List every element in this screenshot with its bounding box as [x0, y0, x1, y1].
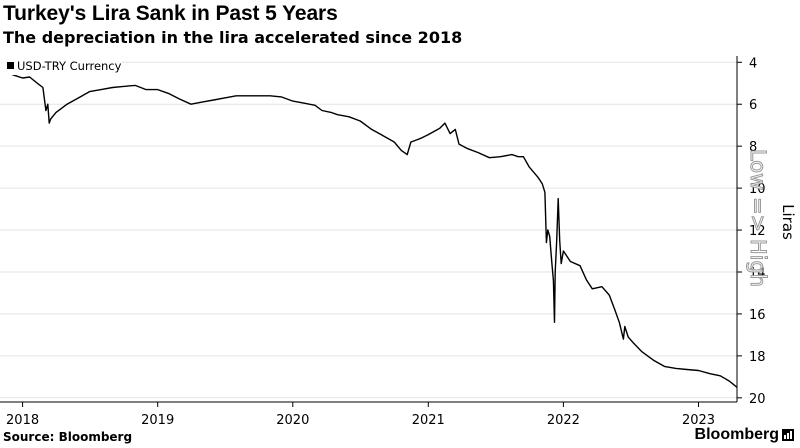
y-tick-label: 14	[749, 266, 766, 281]
y-tick-label: 10	[749, 182, 766, 197]
source-note: Source: Bloomberg	[3, 430, 133, 444]
legend-swatch	[7, 62, 14, 69]
series-line	[0, 72, 738, 388]
brand-name: Bloomberg	[694, 426, 779, 443]
legend-label: USD-TRY Currency	[17, 59, 122, 73]
chart-subtitle: The depreciation in the lira accelerated…	[3, 28, 463, 47]
y-axis-direction-note: Low => High	[746, 149, 770, 287]
x-tick-label: 2018	[6, 413, 39, 428]
chart-title: Turkey's Lira Sank in Past 5 Years	[3, 2, 338, 25]
bloomberg-terminal-icon	[782, 429, 794, 441]
y-axis-title: Liras	[779, 204, 797, 240]
legend-box	[0, 57, 122, 75]
brand-logo: Bloomberg	[695, 426, 794, 444]
y-tick-label: 8	[749, 140, 757, 155]
y-tick-label: 12	[749, 224, 766, 239]
y-tick-label: 6	[749, 98, 757, 113]
x-tick-label: 2019	[141, 413, 174, 428]
x-tick-label: 2023	[682, 413, 715, 428]
y-tick-label: 20	[749, 392, 766, 407]
y-tick-label: 16	[749, 308, 766, 323]
x-tick-label: 2021	[412, 413, 445, 428]
x-tick-label: 2022	[547, 413, 580, 428]
y-tick-label: 18	[749, 350, 766, 365]
x-tick-label: 2020	[276, 413, 309, 428]
y-tick-label: 4	[749, 56, 757, 71]
